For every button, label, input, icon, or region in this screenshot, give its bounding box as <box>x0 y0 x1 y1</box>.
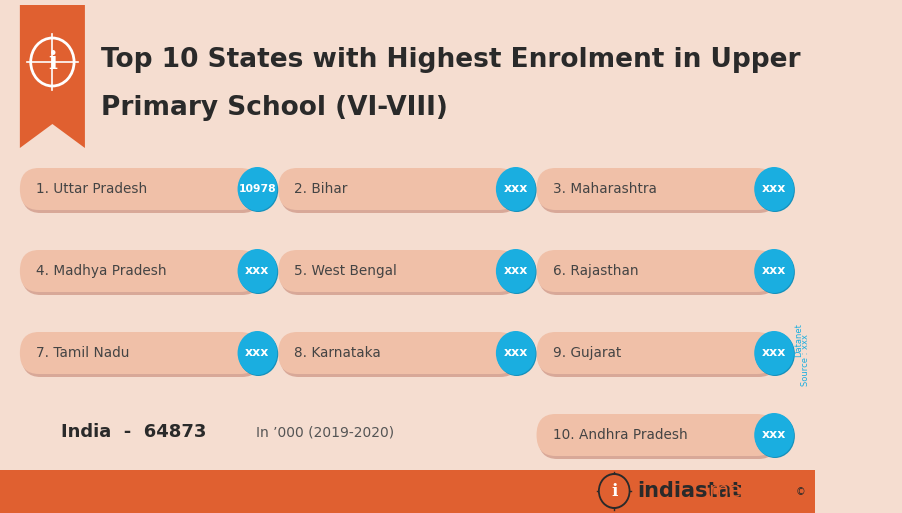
Circle shape <box>754 331 794 375</box>
Text: xxx: xxx <box>503 346 528 360</box>
Text: xxx: xxx <box>762 428 787 442</box>
Circle shape <box>237 331 277 375</box>
FancyBboxPatch shape <box>280 335 520 377</box>
FancyBboxPatch shape <box>537 250 776 292</box>
Text: xxx: xxx <box>762 346 787 360</box>
Circle shape <box>238 168 278 212</box>
Circle shape <box>496 249 536 293</box>
FancyBboxPatch shape <box>22 171 261 213</box>
Circle shape <box>755 250 795 294</box>
Text: 1. Uttar Pradesh: 1. Uttar Pradesh <box>36 182 147 196</box>
Circle shape <box>496 167 536 211</box>
Text: Top 10 States with Highest Enrolment in Upper: Top 10 States with Highest Enrolment in … <box>101 47 801 73</box>
Circle shape <box>497 332 537 376</box>
Text: xxx: xxx <box>245 346 270 360</box>
Circle shape <box>755 168 795 212</box>
Text: India  -  64873: India - 64873 <box>61 423 207 441</box>
Circle shape <box>755 332 795 376</box>
Circle shape <box>600 475 629 507</box>
Circle shape <box>237 249 277 293</box>
Text: indiastat: indiastat <box>638 481 742 501</box>
Circle shape <box>497 168 537 212</box>
Text: ©: © <box>796 487 805 497</box>
Circle shape <box>754 413 794 457</box>
Text: In ’000 (2019-2020): In ’000 (2019-2020) <box>256 425 394 439</box>
Text: 10978: 10978 <box>239 184 276 194</box>
Text: 9. Gujarat: 9. Gujarat <box>553 346 621 360</box>
Text: 4. Madhya Pradesh: 4. Madhya Pradesh <box>36 264 167 278</box>
Circle shape <box>237 167 277 211</box>
FancyBboxPatch shape <box>537 414 776 456</box>
Text: media: media <box>708 481 773 501</box>
Circle shape <box>754 249 794 293</box>
FancyBboxPatch shape <box>280 253 520 295</box>
FancyBboxPatch shape <box>538 417 778 459</box>
Text: xxx: xxx <box>762 183 787 195</box>
Text: 2. Bihar: 2. Bihar <box>294 182 348 196</box>
FancyBboxPatch shape <box>278 250 518 292</box>
Circle shape <box>497 250 537 294</box>
FancyBboxPatch shape <box>537 332 776 374</box>
FancyBboxPatch shape <box>278 168 518 210</box>
FancyBboxPatch shape <box>538 335 778 377</box>
FancyBboxPatch shape <box>278 332 518 374</box>
Text: xxx: xxx <box>245 265 270 278</box>
Circle shape <box>754 167 794 211</box>
FancyBboxPatch shape <box>538 171 778 213</box>
Circle shape <box>238 332 278 376</box>
FancyBboxPatch shape <box>22 335 261 377</box>
Text: xxx: xxx <box>762 265 787 278</box>
Circle shape <box>598 473 630 509</box>
Text: xxx: xxx <box>503 265 528 278</box>
Polygon shape <box>20 5 85 148</box>
Text: Source : xxx: Source : xxx <box>801 334 810 386</box>
Text: i: i <box>48 50 57 74</box>
Text: Datanet: Datanet <box>794 323 803 357</box>
FancyBboxPatch shape <box>22 253 261 295</box>
Circle shape <box>496 331 536 375</box>
Text: 5. West Bengal: 5. West Bengal <box>294 264 398 278</box>
Text: 10. Andhra Pradesh: 10. Andhra Pradesh <box>553 428 687 442</box>
FancyBboxPatch shape <box>20 250 259 292</box>
Text: 7. Tamil Nadu: 7. Tamil Nadu <box>36 346 130 360</box>
Circle shape <box>755 414 795 458</box>
Text: xxx: xxx <box>503 183 528 195</box>
FancyBboxPatch shape <box>537 168 776 210</box>
FancyBboxPatch shape <box>538 253 778 295</box>
Text: 3. Maharashtra: 3. Maharashtra <box>553 182 657 196</box>
Circle shape <box>238 250 278 294</box>
Text: 6. Rajasthan: 6. Rajasthan <box>553 264 639 278</box>
FancyBboxPatch shape <box>20 332 259 374</box>
FancyBboxPatch shape <box>20 168 259 210</box>
Text: i: i <box>611 483 617 500</box>
FancyBboxPatch shape <box>0 470 815 513</box>
FancyBboxPatch shape <box>280 171 520 213</box>
Text: Primary School (VI-VIII): Primary School (VI-VIII) <box>101 95 448 121</box>
Text: 8. Karnataka: 8. Karnataka <box>294 346 382 360</box>
